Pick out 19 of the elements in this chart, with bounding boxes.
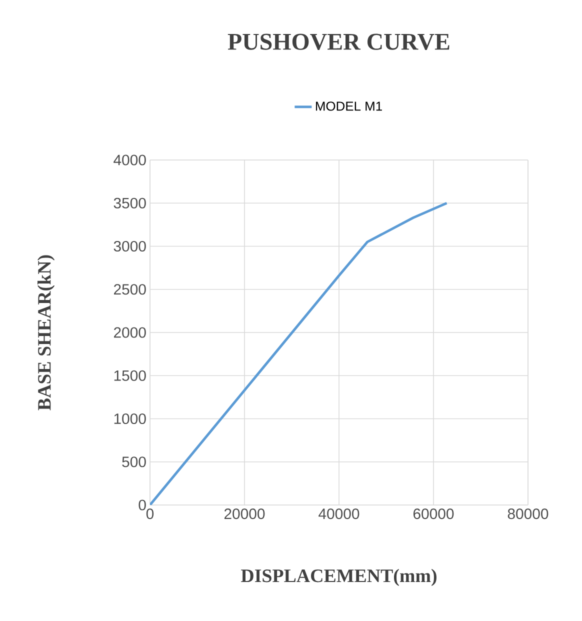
x-tick-label: 0 — [146, 508, 154, 520]
y-tick-label: 4000 — [114, 154, 146, 166]
x-tick-label: 80000 — [508, 508, 548, 520]
y-tick-label: 3000 — [114, 240, 146, 252]
y-tick-label: 1500 — [114, 370, 146, 381]
y-tick-label: 3500 — [114, 198, 146, 208]
y-tick-label: 500 — [122, 456, 146, 468]
x-tick-label: 20000 — [224, 508, 265, 520]
y-tick-label: 0 — [138, 500, 146, 510]
y-tick-label: 1000 — [114, 413, 146, 424]
x-tick-label: 60000 — [413, 508, 454, 520]
x-tick-label: 40000 — [318, 508, 360, 520]
legend-label: MODEL M1 — [316, 102, 382, 111]
y-axis-title: BASE SHEAR(kN) — [37, 255, 55, 410]
y-tick-label: 2500 — [114, 284, 146, 295]
x-axis-title: DISPLACEMENT(mm) — [241, 568, 436, 586]
chart-title: PUSHOVER CURVE — [228, 34, 450, 50]
line-series — [150, 202, 448, 505]
y-tick-label: 2000 — [114, 327, 146, 338]
